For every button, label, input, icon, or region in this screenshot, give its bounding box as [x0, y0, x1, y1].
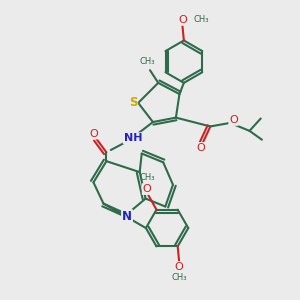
Text: O: O — [143, 184, 152, 194]
Text: O: O — [175, 262, 184, 272]
Text: O: O — [178, 15, 187, 25]
Text: CH₃: CH₃ — [139, 173, 155, 182]
Text: O: O — [229, 115, 238, 125]
Text: N: N — [122, 210, 132, 223]
Text: CH₃: CH₃ — [139, 57, 155, 66]
Text: CH₃: CH₃ — [193, 15, 209, 24]
Text: S: S — [129, 95, 137, 109]
Text: CH₃: CH₃ — [171, 274, 187, 283]
Text: O: O — [196, 143, 205, 153]
Text: O: O — [90, 128, 98, 139]
Text: NH: NH — [124, 133, 142, 143]
